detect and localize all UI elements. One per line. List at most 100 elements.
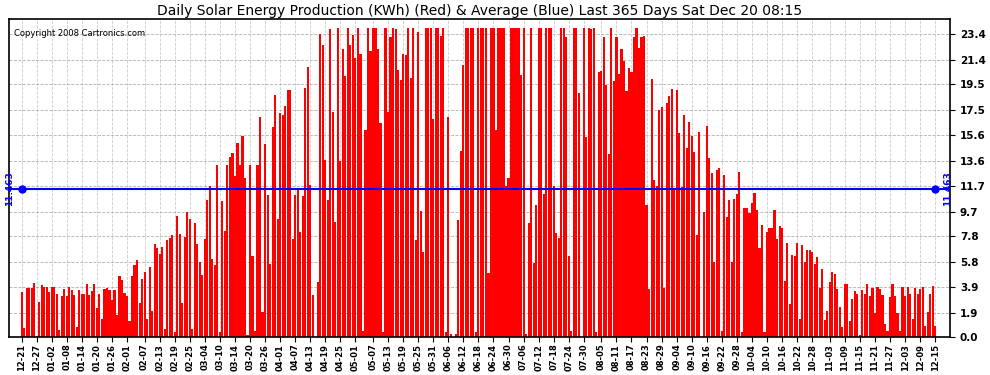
Bar [93, 284, 95, 338]
Bar [23, 328, 25, 338]
Bar [575, 28, 577, 338]
Bar [63, 290, 65, 338]
Bar [304, 88, 306, 338]
Bar [251, 256, 253, 338]
Bar [108, 290, 111, 338]
Bar [843, 284, 845, 338]
Bar [292, 239, 294, 338]
Bar [269, 264, 271, 338]
Bar [289, 90, 291, 338]
Text: 11.463: 11.463 [5, 171, 14, 206]
Bar [114, 290, 116, 338]
Bar [648, 289, 650, 338]
Bar [227, 165, 229, 338]
Bar [244, 178, 247, 338]
Bar [126, 296, 128, 338]
Bar [899, 331, 901, 338]
Bar [354, 58, 356, 338]
Bar [271, 126, 273, 338]
Bar [631, 72, 633, 338]
Bar [415, 240, 417, 338]
Bar [680, 187, 683, 338]
Bar [65, 296, 68, 338]
Bar [884, 324, 886, 338]
Bar [131, 276, 133, 338]
Bar [851, 300, 853, 338]
Bar [427, 28, 430, 338]
Bar [299, 231, 301, 338]
Bar [621, 50, 623, 338]
Bar [55, 294, 57, 338]
Bar [848, 321, 851, 338]
Bar [686, 148, 688, 338]
Bar [533, 263, 535, 338]
Bar [748, 213, 750, 338]
Bar [590, 29, 592, 338]
Bar [874, 313, 876, 338]
Bar [550, 28, 552, 338]
Bar [78, 290, 80, 338]
Bar [141, 279, 144, 338]
Bar [927, 312, 929, 338]
Bar [650, 79, 652, 338]
Bar [924, 326, 927, 338]
Bar [425, 28, 427, 338]
Bar [827, 310, 829, 338]
Bar [86, 284, 88, 338]
Bar [660, 107, 662, 338]
Bar [618, 74, 620, 338]
Bar [726, 217, 728, 338]
Bar [821, 270, 824, 338]
Bar [33, 284, 36, 338]
Bar [804, 262, 806, 338]
Bar [683, 115, 685, 338]
Bar [101, 319, 103, 338]
Bar [46, 287, 48, 338]
Bar [806, 250, 808, 338]
Bar [914, 288, 916, 338]
Bar [932, 286, 934, 338]
Bar [603, 37, 605, 338]
Bar [88, 294, 90, 338]
Bar [515, 28, 517, 338]
Bar [332, 112, 334, 338]
Bar [397, 70, 399, 338]
Bar [713, 262, 716, 338]
Bar [555, 232, 557, 338]
Bar [440, 36, 442, 338]
Bar [467, 28, 469, 338]
Bar [121, 280, 123, 338]
Bar [673, 188, 675, 338]
Bar [281, 115, 284, 338]
Bar [711, 172, 713, 338]
Bar [912, 319, 914, 338]
Bar [756, 210, 758, 338]
Bar [565, 37, 567, 338]
Bar [869, 296, 871, 338]
Bar [794, 256, 796, 338]
Bar [284, 106, 286, 338]
Bar [247, 334, 248, 338]
Bar [753, 192, 755, 338]
Bar [778, 226, 781, 338]
Bar [276, 219, 279, 338]
Bar [701, 337, 703, 338]
Bar [834, 274, 836, 338]
Bar [266, 195, 268, 338]
Bar [520, 75, 522, 338]
Bar [312, 294, 314, 338]
Bar [525, 334, 527, 338]
Bar [351, 35, 354, 338]
Bar [91, 291, 93, 338]
Bar [503, 28, 505, 338]
Bar [335, 222, 337, 338]
Bar [485, 28, 487, 338]
Bar [611, 28, 613, 338]
Bar [21, 292, 23, 338]
Bar [96, 308, 98, 338]
Bar [139, 303, 141, 338]
Bar [340, 161, 342, 338]
Bar [129, 321, 131, 338]
Bar [435, 28, 437, 338]
Bar [345, 76, 346, 338]
